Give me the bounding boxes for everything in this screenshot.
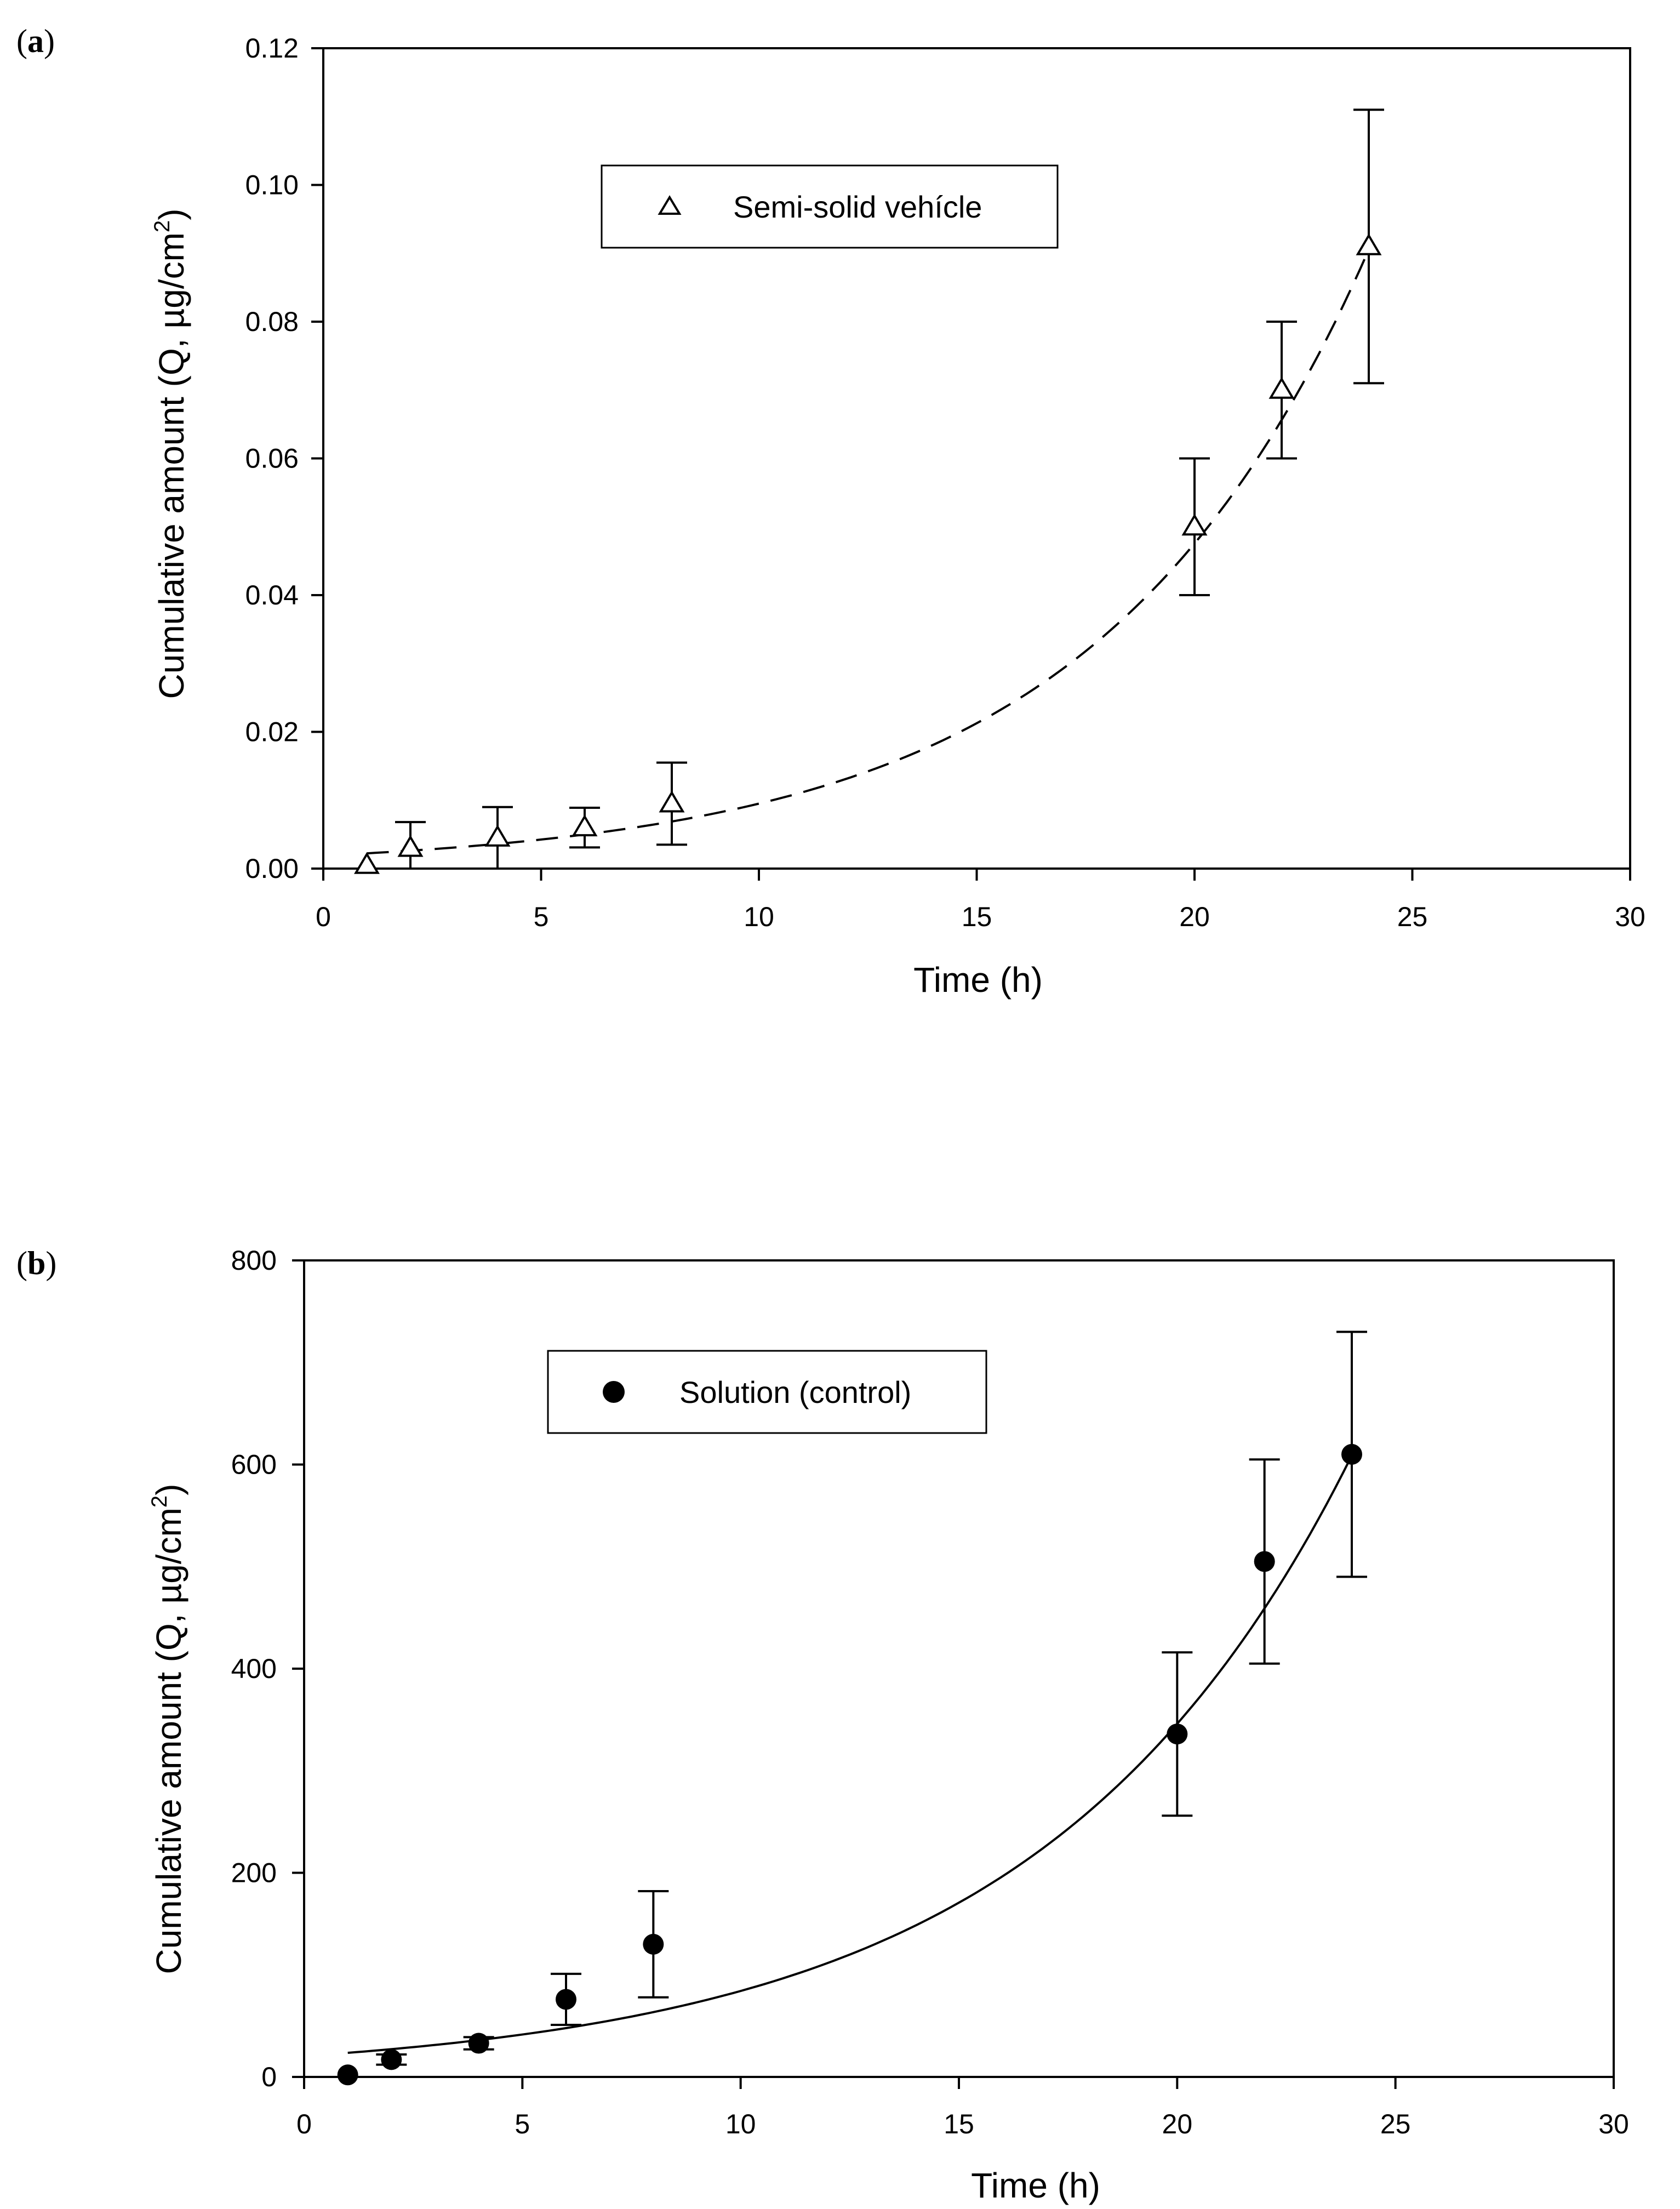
chart-a-y-tick-label: 0.10 [245, 170, 299, 201]
chart-a-data-point [397, 835, 424, 857]
chart-b-y-tick-label: 800 [231, 1245, 277, 1276]
chart-b-y-axis-title: Cumulative amount (Q, µg/cm2) [147, 1484, 188, 1974]
chart-b-x-tick-label: 10 [725, 2109, 756, 2139]
chart-a-x-tick-label: 25 [1397, 901, 1428, 932]
chart-b-tick-labels: 0 5 10 15 20 25 30 0 200 400 600 800 [231, 1245, 1629, 2139]
chart-panel-a: 0 5 10 15 20 25 30 0.00 0.02 0.04 0.06 0.08 0.10 0.12… [150, 33, 1645, 1000]
chart-b-legend: Solution (control) [547, 1350, 987, 1434]
chart-b-x-tick-label: 30 [1598, 2109, 1629, 2139]
chart-a-y-axis-title: Cumulative amount (Q, µg/cm2) [150, 209, 191, 699]
chart-b-axes [292, 1259, 1615, 2089]
panel-label-b: (b) [16, 1245, 56, 1281]
chart-b-fit-line [347, 1455, 1353, 2054]
chart-a-y-tick-label: 0.04 [245, 580, 299, 610]
chart-a-x-tick-label: 20 [1179, 901, 1210, 932]
chart-b-y-tick-label: 200 [231, 1858, 277, 1888]
chart-b-error-bars [376, 1331, 1367, 2066]
chart-b-data-point [337, 2064, 358, 2086]
chart-b-legend-marker-dot [603, 1381, 625, 1403]
chart-b-x-tick-label: 5 [515, 2109, 530, 2139]
chart-a-legend-label: Semi-solid vehícle [733, 190, 982, 224]
chart-a-data-point [572, 814, 598, 837]
chart-b-x-tick-label: 15 [944, 2109, 974, 2139]
chart-b-data-point [1167, 1723, 1188, 1745]
chart-a-fit-line [367, 249, 1370, 855]
chart-a-data-point [659, 790, 685, 813]
chart-a-x-tick-label: 10 [744, 901, 774, 932]
chart-b-data-point [643, 1933, 664, 1955]
chart-a-fit-curve [367, 249, 1370, 855]
chart-b-data-point [556, 1989, 576, 2010]
chart-a-x-tick-label: 30 [1615, 901, 1645, 932]
chart-a-data-point [1181, 513, 1208, 536]
chart-b-data-point [468, 2033, 489, 2054]
chart-a-x-axis-title: Time (h) [913, 960, 1043, 1000]
chart-b-x-tick-label: 20 [1162, 2109, 1193, 2139]
chart-b-data-point [381, 2049, 402, 2070]
chart-a-y-tick-label: 0.08 [245, 306, 299, 337]
chart-a-x-tick-label: 15 [962, 901, 992, 932]
chart-b-x-tick-label: 0 [296, 2109, 312, 2139]
chart-b-data-point [1254, 1551, 1275, 1572]
chart-a-legend-marker-triangle [658, 195, 682, 215]
chart-b-data-point [1341, 1443, 1362, 1465]
chart-b-fit-curve [347, 1455, 1353, 2054]
panel-label-a: (a) [16, 23, 55, 59]
chart-a-data-point [484, 824, 511, 847]
chart-a-legend: Semi-solid vehícle [601, 164, 1059, 249]
chart-a-y-tick-label: 0.12 [245, 33, 299, 64]
chart-b-legend-box [547, 1350, 987, 1434]
chart-a-data-point [1356, 233, 1382, 255]
chart-a-data-points [354, 233, 1382, 874]
chart-a-data-point [354, 852, 380, 874]
chart-b-y-tick-label: 600 [231, 1449, 277, 1480]
chart-a-data-point [1268, 376, 1295, 399]
chart-b-legend-label: Solution (control) [679, 1375, 911, 1409]
chart-a-y-tick-label: 0.00 [245, 853, 299, 884]
chart-a-axes [311, 47, 1631, 881]
chart-panel-b: 0 5 10 15 20 25 30 0 200 400 600 800 Time (h) Cumul… [147, 1245, 1629, 2205]
chart-b-y-tick-label: 400 [231, 1653, 277, 1684]
chart-b-data-points [337, 1443, 1362, 2086]
chart-b-x-tick-label: 25 [1380, 2109, 1411, 2139]
chart-a-x-tick-label: 5 [534, 901, 549, 932]
chart-a-x-tick-label: 0 [316, 901, 331, 932]
chart-a-y-tick-label: 0.06 [245, 443, 299, 474]
chart-b-x-axis-title: Time (h) [971, 2166, 1100, 2205]
chart-b-y-tick-label: 0 [261, 2062, 277, 2092]
chart-a-y-tick-label: 0.02 [245, 717, 299, 747]
chart-a-legend-box [601, 164, 1059, 249]
chart-a-tick-labels: 0 5 10 15 20 25 30 0.00 0.02 0.04 0.06 0.08 0.10 0.12 [245, 33, 1645, 932]
